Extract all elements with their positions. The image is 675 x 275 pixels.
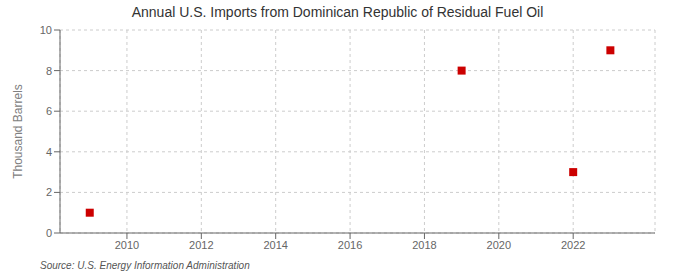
svg-text:4: 4 <box>46 146 52 158</box>
svg-text:2022: 2022 <box>561 239 585 251</box>
svg-text:2020: 2020 <box>487 239 511 251</box>
svg-text:2014: 2014 <box>263 239 287 251</box>
svg-text:0: 0 <box>46 227 52 239</box>
svg-text:8: 8 <box>46 65 52 77</box>
svg-text:6: 6 <box>46 105 52 117</box>
html-text:Source: U.S. Energy Informatio: Source: U.S. Energy Information Administ… <box>40 260 250 271</box>
svg-text:Thousand Barrels: Thousand Barrels <box>11 84 25 179</box>
html-text:Annual U.S. Imports from Domin: Annual U.S. Imports from Dominican Repub… <box>131 4 544 20</box>
svg-text:2010: 2010 <box>115 239 139 251</box>
svg-text:2016: 2016 <box>338 239 362 251</box>
svg-text:2: 2 <box>46 186 52 198</box>
svg-text:2012: 2012 <box>189 239 213 251</box>
svg-text:10: 10 <box>40 24 52 36</box>
svg-text:2018: 2018 <box>412 239 436 251</box>
